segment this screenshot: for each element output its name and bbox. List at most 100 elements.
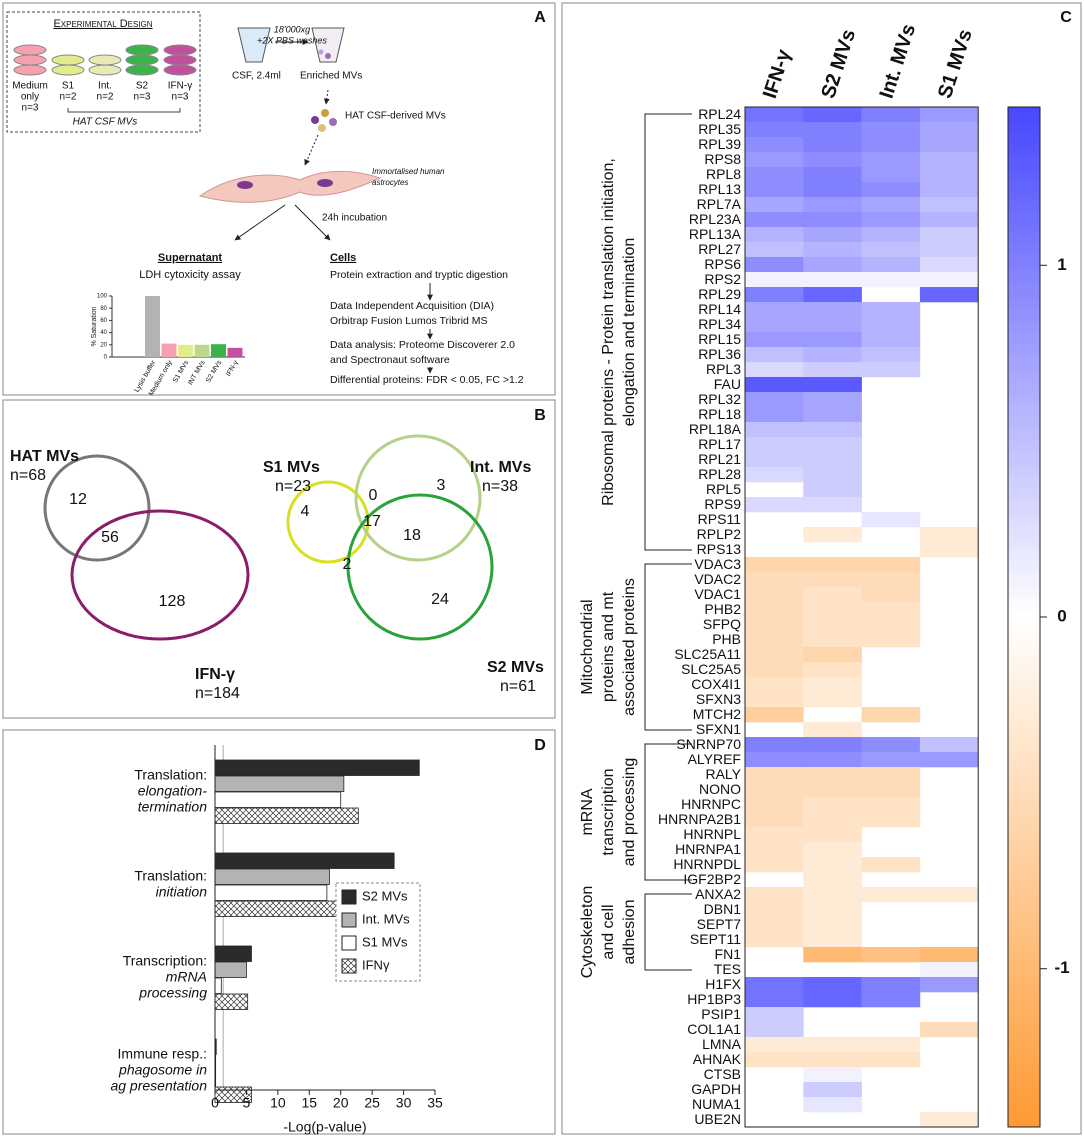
heatmap-cell	[803, 797, 862, 813]
group-label: IFN-γ	[168, 81, 192, 92]
heatmap-cell	[803, 302, 862, 318]
heatmap-cell	[745, 977, 804, 993]
heatmap-cell	[861, 887, 921, 903]
venn-text: n=38	[482, 478, 518, 495]
row-label: NONO	[699, 781, 741, 797]
row-label: AHNAK	[693, 1051, 742, 1067]
heatmap-cell	[745, 737, 804, 753]
y-tick-label: 20	[100, 342, 107, 348]
heatmap-cell	[745, 902, 804, 918]
heatmap-cell	[745, 632, 804, 648]
plate	[163, 54, 197, 66]
heatmap-cell	[745, 602, 804, 618]
heatmap-cell	[861, 782, 921, 798]
heatmap-cell	[745, 692, 804, 708]
heatmap-cell	[745, 797, 804, 813]
heatmap-cell	[861, 752, 921, 768]
heatmap-cell	[803, 842, 862, 858]
panel-b-frame	[2, 399, 556, 719]
heatmap-cell	[803, 572, 862, 588]
row-label: RPL14	[698, 301, 741, 317]
row-label: RPL28	[698, 466, 741, 482]
row-label: SLC25A11	[674, 646, 741, 662]
heatmap-cell	[861, 347, 921, 363]
x-tick-label: 20	[333, 1095, 349, 1111]
heatmap-cell	[803, 557, 862, 573]
heatmap-cell	[745, 707, 804, 723]
row-label: SLC25A5	[681, 661, 741, 677]
heatmap-cell	[745, 377, 804, 393]
heatmap-cell	[861, 512, 921, 528]
heatmap-cell	[803, 782, 862, 798]
heatmap-cell	[803, 107, 862, 123]
heatmap-cell	[803, 497, 862, 513]
bar	[161, 343, 177, 357]
heatmap-cell	[745, 497, 804, 513]
venn-text: n=23	[275, 478, 311, 495]
heatmap-cell	[861, 212, 921, 228]
heatmap-cell	[803, 317, 862, 333]
row-label: RPL13A	[689, 226, 742, 242]
row-label: PSIP1	[701, 1006, 741, 1022]
heatmap-cell	[861, 812, 921, 828]
row-label: IGF2BP2	[683, 871, 741, 887]
group-label: Mitochondrial	[579, 599, 596, 694]
heatmap-cell	[803, 197, 862, 213]
set-name: S1 MVs	[263, 459, 320, 476]
row-label: COX4I1	[691, 676, 741, 692]
row-label: RPL3	[706, 361, 741, 377]
venn-count: 0	[369, 487, 378, 504]
colorbar-tick-label: 0	[1057, 606, 1066, 625]
bar	[227, 347, 243, 357]
row-label: RPL24	[698, 106, 741, 122]
y-tick-label: 40	[100, 330, 107, 336]
plate	[13, 54, 47, 66]
bar	[214, 884, 328, 901]
y-tick-label: 80	[100, 306, 107, 312]
heatmap-cell	[745, 137, 804, 153]
heatmap-cell	[745, 557, 804, 573]
heatmap-cell	[803, 1037, 862, 1053]
group-label: mRNA	[579, 788, 596, 835]
heatmap-cell	[803, 272, 862, 288]
row-label: FN1	[715, 946, 742, 962]
category-label: phagosome in	[118, 1062, 207, 1078]
bar	[214, 852, 395, 869]
y-tick-label: 60	[100, 318, 107, 324]
heatmap-cell	[745, 437, 804, 453]
heatmap-cell	[745, 212, 804, 228]
heatmap-cell	[919, 212, 979, 228]
enriched-label: Enriched MVs	[300, 71, 362, 82]
venn-count: 3	[437, 477, 446, 494]
row-label: SEPT11	[690, 931, 741, 947]
heatmap-cell	[745, 617, 804, 633]
legend-label: IFNγ	[362, 957, 390, 972]
x-tick-label: 30	[396, 1095, 412, 1111]
group-label: Medium	[12, 81, 48, 92]
heatmap-cell	[919, 947, 979, 963]
heatmap-cell	[861, 137, 921, 153]
heatmap-cell	[861, 797, 921, 813]
heatmap-cell	[803, 692, 862, 708]
step-label: Data Independent Acquisition (DIA)	[330, 300, 494, 312]
arrows	[234, 39, 433, 374]
x-tick-label: 10	[270, 1095, 286, 1111]
panel-letter: D	[534, 737, 546, 754]
heatmap-cell	[745, 782, 804, 798]
heatmap-cell	[803, 182, 862, 198]
row-label: RPL13	[698, 181, 741, 197]
heatmap-cell	[803, 767, 862, 783]
set-name: IFN-γ	[195, 666, 235, 683]
tubes	[237, 27, 345, 132]
panel-d-frame	[2, 729, 556, 1135]
heatmap-cell	[919, 542, 979, 558]
heatmap-cell	[803, 152, 862, 168]
heatmap-cell	[745, 917, 804, 933]
group-n: n=2	[60, 92, 77, 103]
row-label: SNRNP70	[676, 736, 741, 752]
heatmap-cell	[861, 557, 921, 573]
heatmap-cell	[861, 152, 921, 168]
heatmap-cell	[861, 122, 921, 138]
plate	[163, 64, 197, 76]
category-label: termination	[138, 799, 207, 815]
